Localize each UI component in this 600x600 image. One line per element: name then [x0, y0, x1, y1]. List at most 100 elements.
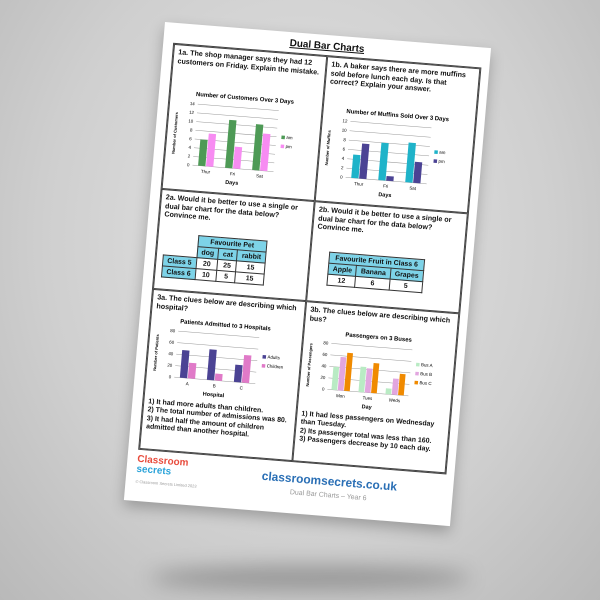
legend-label: Adults: [267, 354, 280, 360]
page-shadow: [150, 565, 470, 591]
chart-title: Patients Admitted to 3 Hospitals: [180, 319, 272, 332]
bar-pm-sat: [259, 133, 271, 172]
y-tick-label: 20: [320, 375, 326, 380]
x-tick-label: Thur: [201, 169, 211, 175]
legend-label: Bus C: [419, 380, 432, 386]
gridline: [350, 121, 432, 129]
y-tick-label: 40: [168, 351, 174, 356]
x-axis-label: Hospital: [203, 392, 225, 400]
gridline: [177, 342, 259, 350]
y-tick-label: 10: [342, 128, 348, 133]
y-tick-label: 0: [322, 386, 325, 391]
gridline: [196, 112, 279, 120]
y-tick-label: 12: [342, 118, 348, 123]
bar-bus-c-weds: [398, 373, 406, 396]
legend-label: pm: [285, 144, 292, 150]
legend-swatch: [415, 371, 419, 376]
muffins-chart: Number of Muffins Sold Over 3 Days 0 2 4 6 8 1…: [324, 109, 450, 199]
bar-bus-b-tues: [364, 368, 373, 393]
cell: 6: [355, 276, 390, 291]
bar-am-fri: [225, 119, 237, 169]
question-2a: 2a. Would it be better to use a single o…: [152, 188, 315, 302]
buses-chart: Passengers on 3 Buses 0 20 40 60 80 Mon Tues Wed…: [305, 332, 433, 411]
legend-label: am: [439, 150, 446, 156]
question-1b: 1b. A baker says there are more muffins …: [314, 56, 481, 214]
chart-title: Passengers on 3 Buses: [345, 332, 413, 343]
x-tick-label: Fri: [383, 183, 389, 188]
bar-bus-c-tues: [371, 362, 380, 394]
x-tick-label: Sat: [409, 186, 417, 192]
legend-label: pm: [438, 159, 445, 165]
cell: 15: [235, 271, 265, 286]
bar-adults-a: [179, 350, 190, 379]
bar-pm-fri: [386, 175, 394, 182]
y-tick-label: 6: [189, 136, 192, 141]
x-axis-label: Day: [361, 404, 372, 411]
x-tick-label: Sat: [256, 173, 264, 179]
question-text: 2a. Would it be better to use a single o…: [164, 192, 299, 223]
gridline: [178, 330, 260, 338]
y-tick-label: 0: [169, 374, 172, 379]
classroom-secrets-logo: Classroom secrets: [136, 454, 189, 479]
bar-bus-a-mon: [331, 366, 340, 391]
y-axis-label: Number of Passengers: [305, 342, 314, 387]
chart-title: Number of Muffins Sold Over 3 Days: [346, 109, 450, 123]
legend-swatch: [415, 362, 420, 367]
question-text: 2b. Would it be better to use a single o…: [317, 204, 452, 235]
x-tick-label: A: [186, 381, 189, 386]
x-tick-label: Mon: [336, 393, 346, 399]
y-tick-label: 14: [190, 101, 196, 106]
gridline: [330, 354, 412, 362]
x-tick-label: B: [213, 383, 216, 388]
hospitals-chart: Patients Admitted to 3 Hospitals 0 20 40 60 8…: [152, 319, 284, 400]
customers-chart: Number of Customers Over 3 Days 0 2 4 6 8 10 12…: [171, 92, 295, 187]
x-axis-label: Days: [225, 180, 238, 187]
legend-swatch: [262, 355, 267, 359]
legend-label: Children: [267, 363, 284, 369]
y-tick-label: 4: [188, 145, 191, 150]
y-tick-label: 8: [343, 137, 346, 142]
bar-bus-a-tues: [358, 366, 367, 393]
legend-swatch: [434, 150, 438, 155]
bar-adults-b: [206, 349, 217, 381]
bar-children-a: [187, 362, 197, 379]
y-tick-label: 60: [322, 352, 328, 357]
y-tick-label: 10: [188, 118, 194, 123]
row-header: Class 6: [161, 265, 196, 280]
question-grid: 1a. The shop manager says they had 12 cu…: [138, 42, 482, 475]
gridline: [348, 139, 430, 147]
y-tick-label: 40: [321, 363, 327, 368]
cell: 12: [326, 274, 356, 288]
x-axis-label: Days: [378, 192, 391, 199]
bar-bus-c-mon: [344, 352, 354, 392]
y-tick-label: 0: [340, 174, 343, 179]
bar-am-sat: [405, 142, 416, 183]
y-tick-label: 8: [190, 127, 193, 132]
favourite-fruit-table: Favourite Fruit in Class 6 Apple Banana Gr…: [326, 252, 425, 294]
cell: 5: [216, 270, 237, 283]
legend-swatch: [261, 364, 266, 368]
y-tick-label: 2: [188, 154, 191, 159]
gridline: [331, 343, 413, 351]
gridline: [196, 121, 278, 129]
bar-bus-a-weds: [385, 388, 392, 395]
y-axis-label: Number of Customers: [171, 111, 180, 154]
question-1a: 1a. The shop manager says they had 12 cu…: [161, 43, 328, 202]
bar-bus-b-mon: [337, 356, 347, 391]
y-tick-label: 6: [342, 146, 345, 151]
x-tick-label: Tues: [362, 395, 373, 401]
legend-label: am: [286, 135, 293, 141]
bar-am-thur: [351, 154, 361, 179]
bar-pm-thur: [205, 133, 217, 167]
bar-am-sat: [252, 124, 264, 171]
bar-adults-c: [233, 364, 243, 383]
legend-label: Bus B: [420, 371, 432, 377]
question-text: 1b. A baker says there are more muffins …: [329, 59, 467, 94]
y-tick-label: 12: [189, 110, 195, 115]
x-tick-label: Fri: [230, 171, 236, 176]
question-2b: 2b. Would it be better to use a single o…: [306, 201, 468, 314]
question-3b: 3b. The clues below are describing which…: [292, 301, 460, 474]
chart-title: Number of Customers Over 3 Days: [196, 92, 295, 106]
y-tick-label: 60: [169, 340, 175, 345]
legend-swatch: [433, 159, 438, 164]
